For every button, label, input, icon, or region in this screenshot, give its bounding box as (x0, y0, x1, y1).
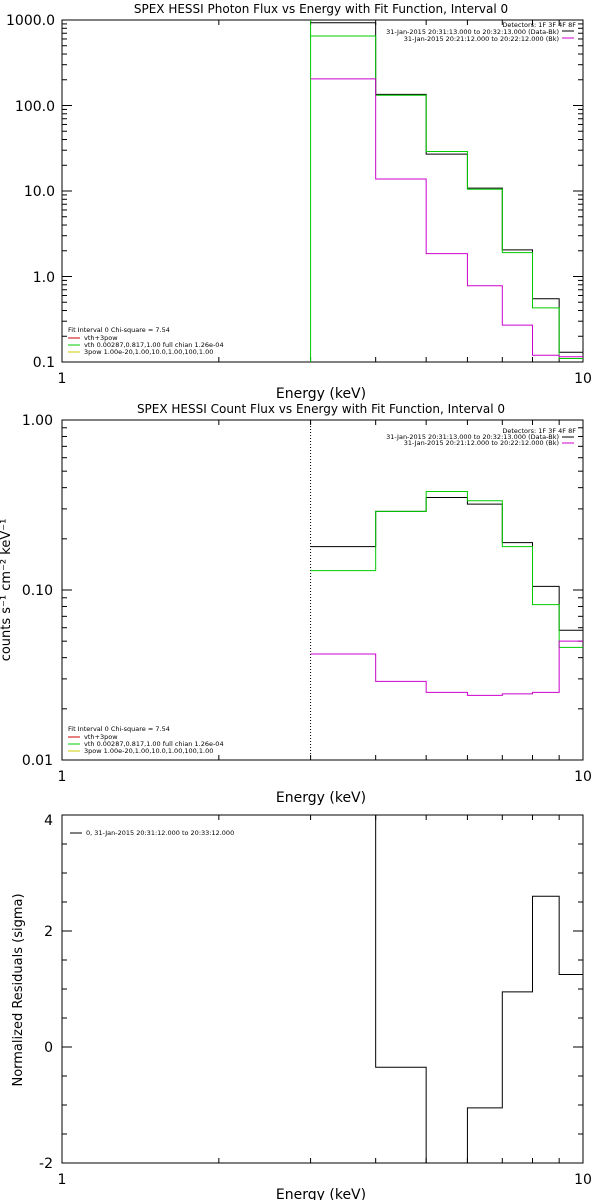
photon-flux-series-1 (310, 35, 583, 359)
count-flux-legend-bottom: Fit Interval 0 Chi-square = 7.54 vth+3po… (68, 725, 224, 755)
count-flux-y-tick-0.01: 0.01 (22, 753, 53, 769)
photon-flux-y-tick-1: 1.0 (33, 270, 55, 286)
photon-flux-fit-interval: Fit Interval 0 Chi-square = 7.54 (68, 326, 170, 334)
count-flux-fit-interval: Fit Interval 0 Chi-square = 7.54 (68, 725, 170, 733)
count-flux-series (310, 490, 583, 696)
count-flux-legend-top: Detectors: 1F 3F 4F 8F 31-Jan-2015 20:31… (386, 427, 576, 447)
count-flux-x-label: Energy (keV) (276, 790, 366, 806)
residuals-panel: 1 10 Energy (keV) -2 0 2 4 Normalized Re… (11, 813, 592, 1200)
count-flux-legend-bk: 31-Jan-2015 20:21:12.000 to 20:22:12.000… (404, 439, 559, 447)
photon-flux-y-tick-100: 100.0 (15, 99, 55, 115)
count-flux-legend-3pow: 3pow 1.00e-20,1.00,10.0,1.00,100,1.00 (84, 747, 213, 755)
count-flux-series-0 (310, 497, 583, 631)
photon-flux-panel: SPEX HESSI Photon Flux vs Energy with Fi… (6, 2, 592, 402)
photon-flux-y-tick-0.1: 0.1 (33, 355, 55, 371)
residuals-y-label: Normalized Residuals (sigma) (11, 893, 26, 1086)
photon-flux-x-tick-10: 10 (574, 371, 592, 387)
residuals-x-tick-10: 10 (574, 1172, 592, 1188)
residuals-x-tick-1: 1 (58, 1172, 67, 1188)
photon-flux-y-tick-10: 10.0 (24, 184, 55, 200)
count-flux-legend-vth: vth 0.00287,0.817,1.00 full chian 1.26e-… (84, 740, 224, 748)
count-flux-panel: SPEX HESSI Count Flux vs Energy with Fit… (0, 402, 592, 806)
residuals-y-tick-2: 2 (44, 924, 53, 940)
photon-flux-axis-ticks (61, 19, 584, 363)
residuals-legend-label: 0, 31-Jan-2015 20:31:12.000 to 20:33:12.… (86, 829, 234, 837)
photon-flux-legend-vth: vth 0.00287,0.817,1.00 full chian 1.26e-… (84, 341, 224, 349)
photon-flux-x-tick-1: 1 (58, 371, 67, 387)
count-flux-y-tick-1.00: 1.00 (22, 413, 53, 429)
residuals-plot-frame (61, 814, 584, 1164)
count-flux-legend-model: vth+3pow (84, 733, 118, 741)
count-flux-x-tick-1: 1 (58, 769, 67, 785)
residuals-series-0 (310, 814, 583, 1164)
photon-flux-plot-frame (61, 19, 584, 363)
count-flux-plot-frame (61, 419, 584, 761)
count-flux-y-tick-0.10: 0.10 (22, 583, 53, 599)
count-flux-series-1 (310, 490, 583, 648)
photon-flux-legend-model: vth+3pow (84, 334, 118, 342)
photon-flux-x-label: Energy (keV) (276, 386, 366, 402)
residuals-x-label: Energy (keV) (276, 1187, 366, 1200)
photon-flux-title: SPEX HESSI Photon Flux vs Energy with Fi… (134, 2, 508, 16)
photon-flux-legend-bk: 31-Jan-2015 20:21:12.000 to 20:22:12.000… (404, 35, 559, 43)
photon-flux-series (310, 22, 583, 359)
photon-flux-y-tick-1000: 1000.0 (6, 13, 55, 29)
residuals-axis-ticks (61, 814, 584, 1164)
photon-flux-legend-data: 31-Jan-2015 20:31:13.000 to 20:32:13.000… (386, 28, 559, 36)
count-flux-legend-detectors: Detectors: 1F 3F 4F 8F (502, 427, 576, 435)
count-flux-x-tick-10: 10 (574, 769, 592, 785)
residuals-y-tick-neg2: -2 (39, 1156, 53, 1172)
residuals-series (310, 814, 583, 1164)
photon-flux-legend-detectors: Detectors: 1F 3F 4F 8F (502, 21, 576, 29)
residuals-legend: 0, 31-Jan-2015 20:31:12.000 to 20:33:12.… (70, 829, 234, 837)
photon-flux-series-0 (310, 22, 583, 353)
photon-flux-legend-3pow: 3pow 1.00e-20,1.00,10.0,1.00,100,1.00 (84, 348, 213, 356)
count-flux-title: SPEX HESSI Count Flux vs Energy with Fit… (137, 402, 505, 416)
count-flux-axis-ticks (61, 419, 584, 761)
count-flux-y-label: counts s⁻¹ cm⁻² keV⁻¹ (0, 519, 14, 662)
photon-flux-series-2 (310, 78, 583, 358)
photon-flux-legend-bottom: Fit Interval 0 Chi-square = 7.54 vth+3po… (68, 326, 224, 356)
residuals-y-tick-0: 0 (44, 1040, 53, 1056)
count-flux-series-2 (310, 640, 583, 696)
residuals-y-tick-4: 4 (44, 813, 53, 829)
count-flux-legend-data: 31-Jan-2015 20:31:13.000 to 20:32:13.000… (386, 433, 559, 441)
photon-flux-legend-top: Detectors: 1F 3F 4F 8F 31-Jan-2015 20:31… (386, 21, 576, 43)
